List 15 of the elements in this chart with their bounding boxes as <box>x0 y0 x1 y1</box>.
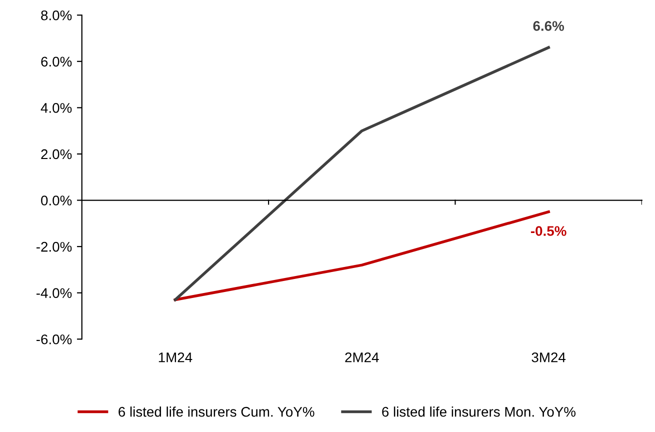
x-tick-label: 3M24 <box>532 352 566 362</box>
y-tick-label: -2.0% <box>36 242 72 252</box>
x-tick-label: 1M24 <box>158 352 192 362</box>
y-tick-label: 2.0% <box>41 149 72 160</box>
y-tick-label: 8.0% <box>41 10 72 20</box>
y-tick-label: 0.0% <box>41 196 72 206</box>
legend-label: 6 listed life insurers Mon. YoY% <box>382 406 576 417</box>
x-tick-label: 2M24 <box>345 352 379 362</box>
data-label: 6.6% <box>533 21 564 31</box>
data-label: -0.5% <box>530 226 566 236</box>
legend-label: 6 listed life insurers Cum. YoY% <box>118 406 314 417</box>
y-tick-label: 6.0% <box>41 56 72 67</box>
y-tick-label: 4.0% <box>40 103 72 113</box>
y-tick-label: -4.0% <box>36 288 72 298</box>
y-tick-label: -6.0% <box>36 334 72 344</box>
